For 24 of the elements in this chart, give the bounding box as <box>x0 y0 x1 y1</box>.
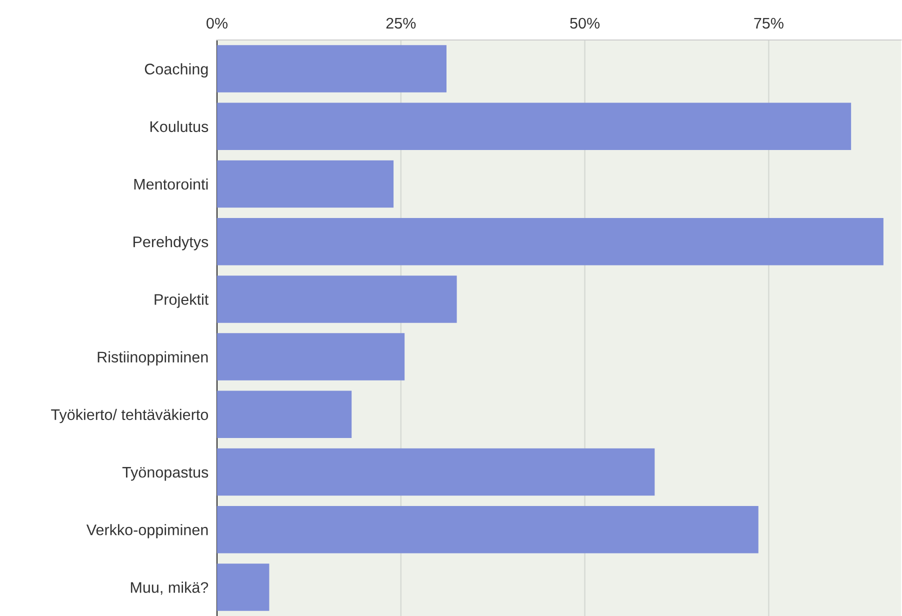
bar <box>217 102 852 150</box>
bar <box>217 333 405 380</box>
bar <box>217 506 758 554</box>
bar <box>217 276 457 323</box>
y-tick-label: Koulutus <box>150 120 208 132</box>
bar <box>217 448 655 496</box>
x-tick-label: 0% <box>206 18 228 29</box>
y-tick-label: Verkko-oppiminen <box>86 524 208 538</box>
bar <box>217 564 270 611</box>
y-tick-label: Työnopastus <box>122 467 208 481</box>
y-tick-label: Projektit <box>154 294 209 308</box>
y-tick-label: Perehdytys <box>134 236 208 250</box>
x-tick-label: 50% <box>570 18 600 29</box>
bar <box>217 45 447 92</box>
y-tick-label: Mentorointi <box>134 178 208 190</box>
x-tick-label: 75% <box>754 18 784 29</box>
x-tick-label: 25% <box>386 18 416 29</box>
bar <box>217 218 884 266</box>
y-tick-label: Työkierto/ tehtäväkierto <box>51 408 208 424</box>
y-tick-label: Muu, mikä? <box>130 582 208 595</box>
bar <box>217 160 394 208</box>
bar <box>217 390 352 438</box>
y-tick-label: Ristiinoppiminen <box>98 351 208 366</box>
y-tick-label: Coaching <box>144 63 208 78</box>
